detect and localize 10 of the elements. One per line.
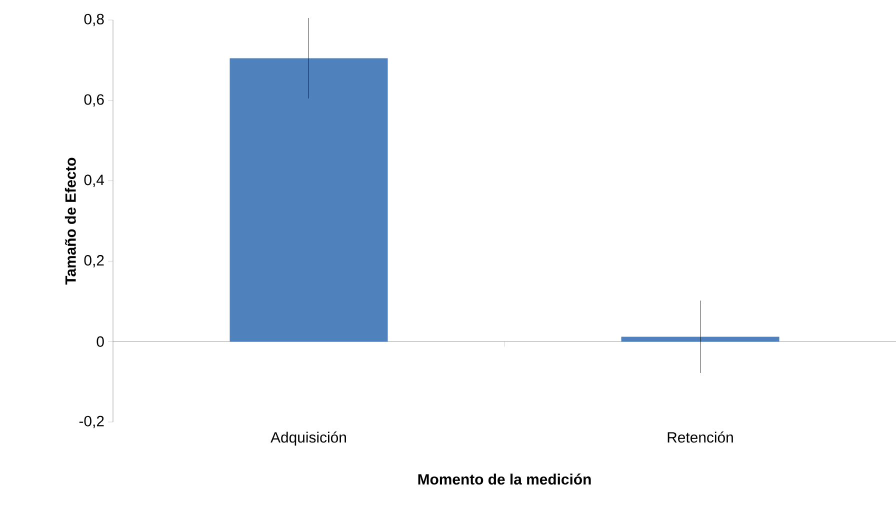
y-tick-label: 0,8 bbox=[84, 14, 104, 26]
y-tick-label: 0,2 bbox=[84, 255, 104, 268]
x-tick-label: Retención bbox=[668, 432, 733, 443]
x-tick-label: Adquisición bbox=[270, 432, 346, 446]
y-axis-title: Tamaño de Efecto bbox=[64, 158, 76, 285]
x-axis-title: Momento de la medición bbox=[418, 474, 591, 485]
y-tick-label: 0,4 bbox=[84, 174, 104, 187]
y-tick-label: 0,6 bbox=[84, 94, 104, 107]
y-tick-label: -0,2 bbox=[79, 416, 104, 428]
y-tick-label: 0 bbox=[96, 336, 104, 347]
